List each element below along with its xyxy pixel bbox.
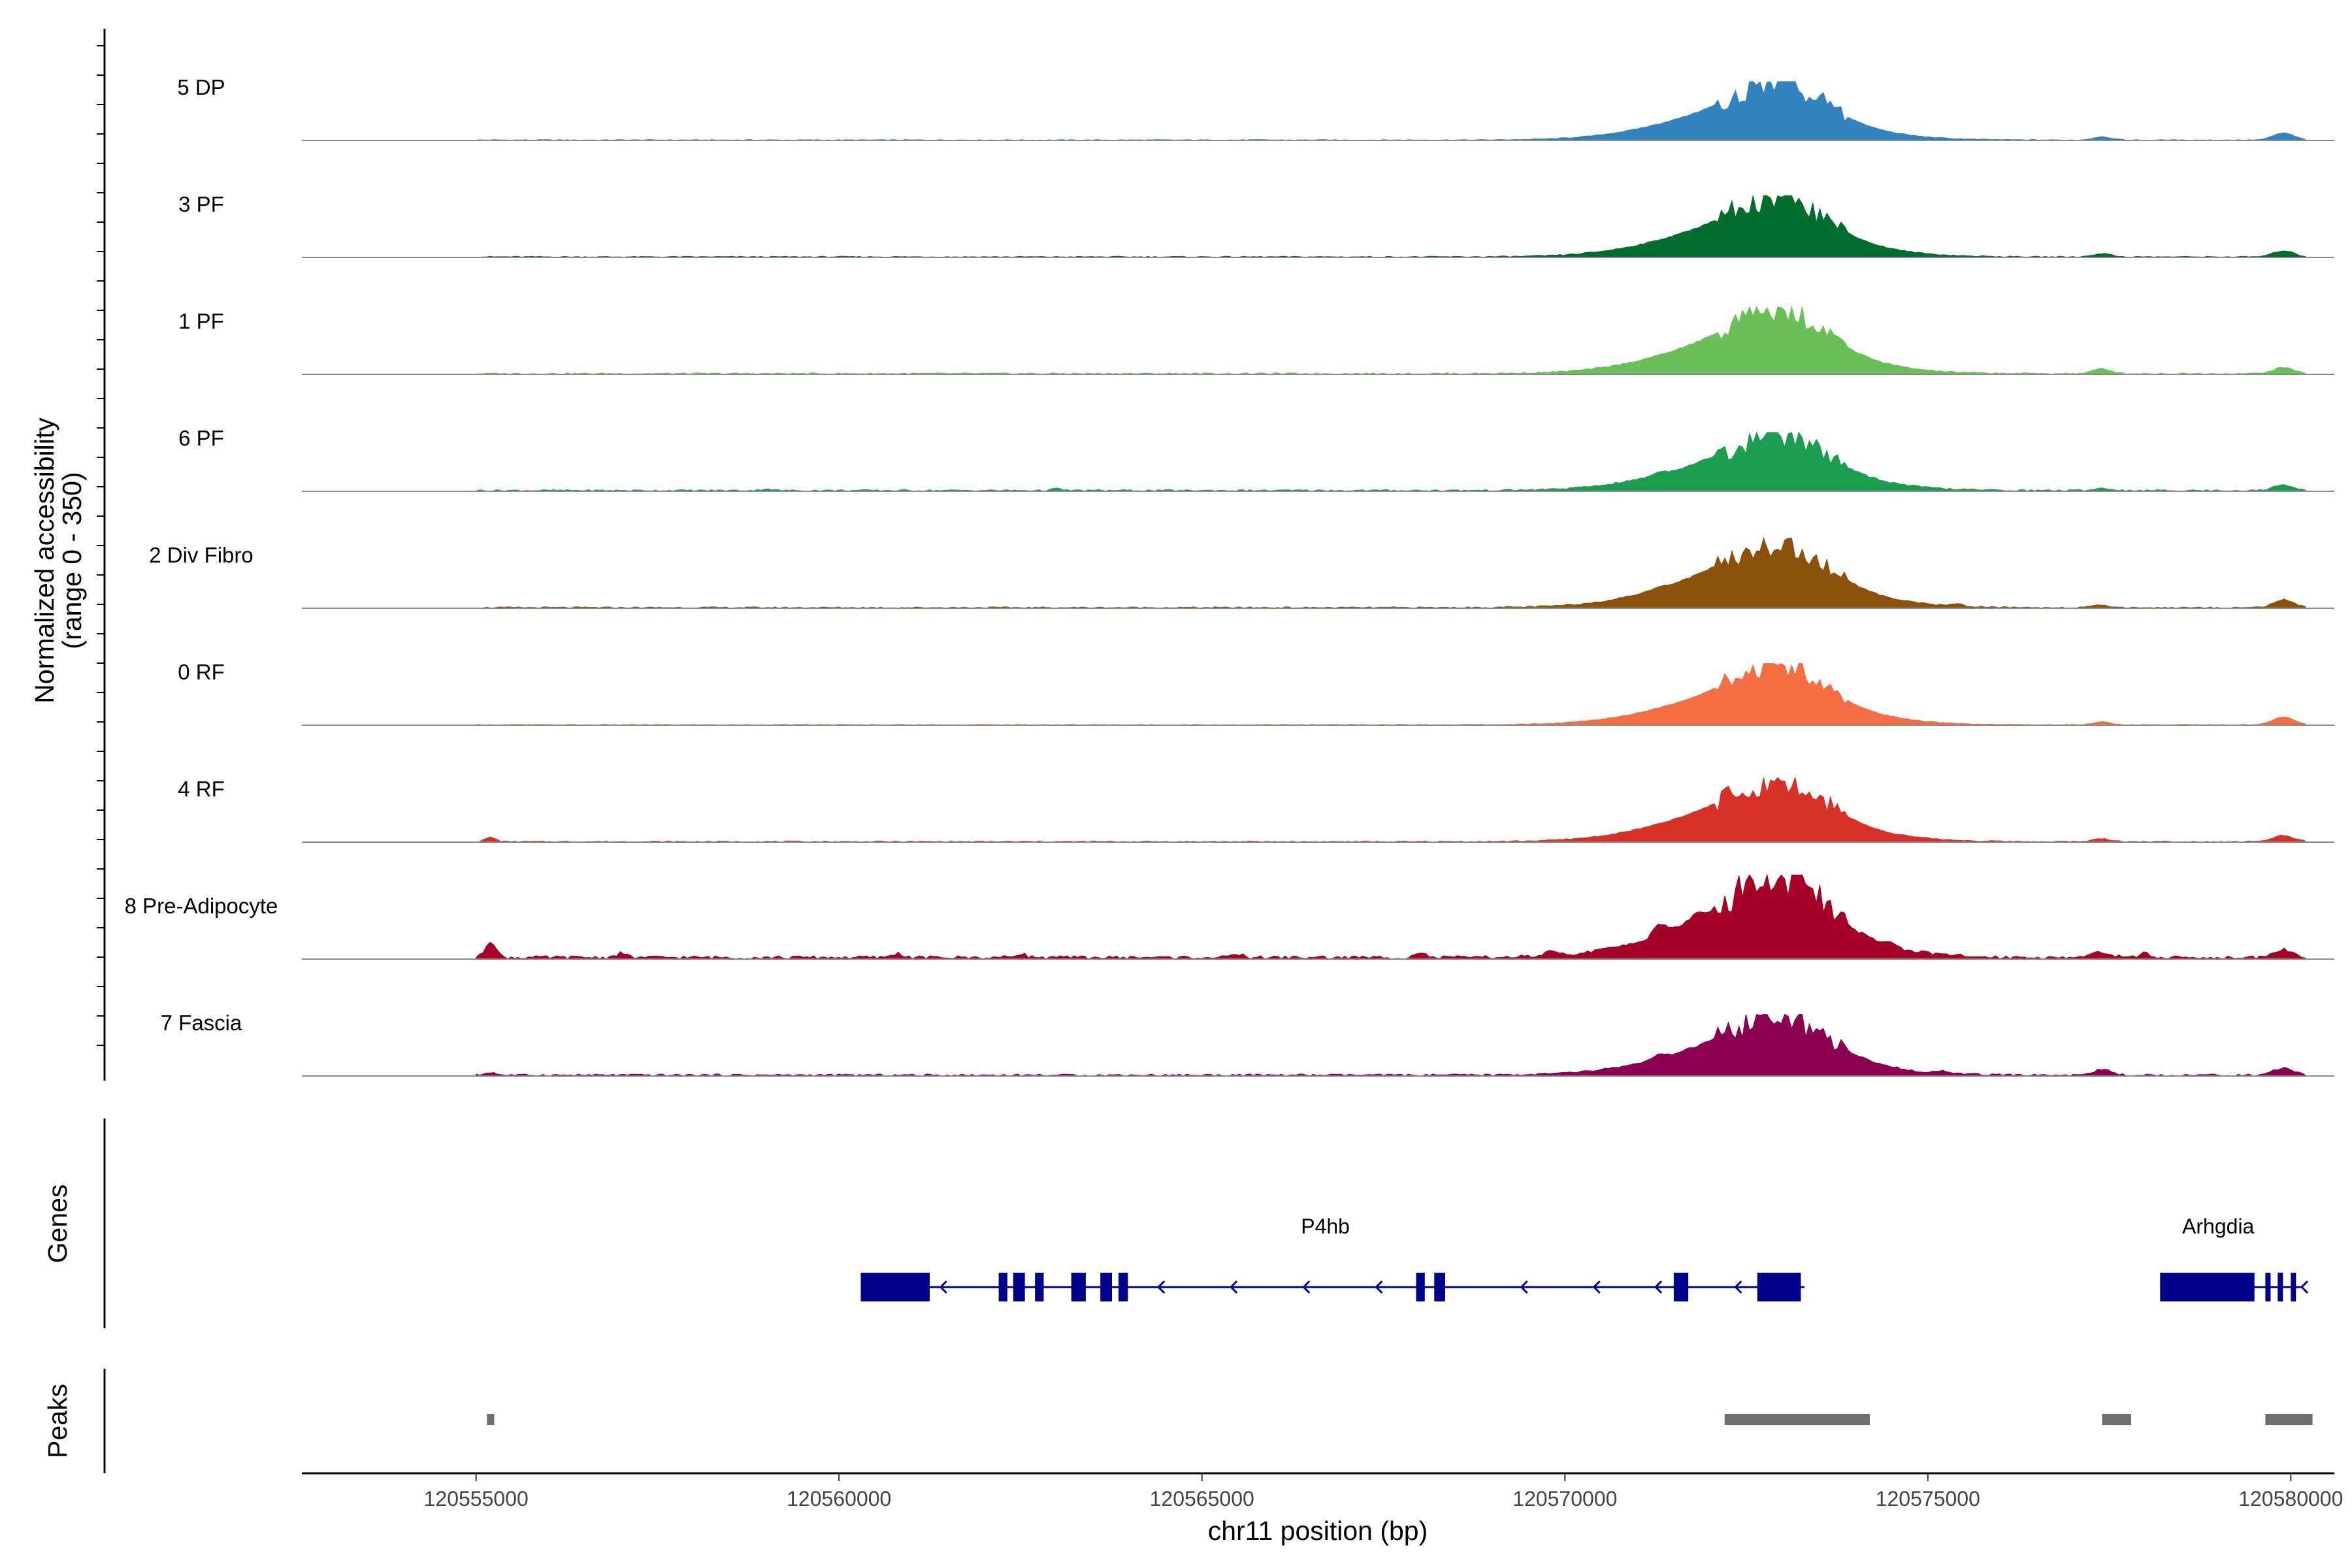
- coverage-area: [476, 536, 2306, 609]
- gene-name: Arhgdia: [2182, 1215, 2255, 1238]
- y-axis-title-line1: Normalized accessibility: [29, 417, 59, 704]
- gene-exon: [1119, 1273, 1128, 1301]
- x-tick-label: 120580000: [2238, 1487, 2343, 1511]
- gene-exon: [1035, 1273, 1044, 1301]
- track-label: 2 Div Fibro: [149, 543, 253, 567]
- x-tick-label: 120555000: [424, 1487, 529, 1511]
- strand-arrow: [1734, 1280, 1742, 1294]
- peaks-track: Peaks: [42, 1369, 2313, 1473]
- coverage-area: [476, 305, 2306, 375]
- strand-arrow: [1592, 1280, 1601, 1294]
- x-axis: 120555000 120560000 120565000 120570000 1205…: [302, 1472, 2343, 1546]
- gene-exon: [2291, 1273, 2296, 1301]
- strand-arrow: [1520, 1280, 1528, 1294]
- peak: [2265, 1414, 2313, 1425]
- genes-track: Genes P4hb Arhgdia: [42, 1119, 2309, 1328]
- x-tick-label: 120565000: [1150, 1487, 1254, 1511]
- gene-name: P4hb: [1301, 1215, 1350, 1238]
- coverage-track: 8 Pre-Adipocyte: [125, 874, 2334, 960]
- coverage-area: [476, 431, 2306, 492]
- y-axis-title-line2: (range 0 - 350): [57, 472, 87, 649]
- track-label: 5 DP: [177, 75, 225, 99]
- gene-exon: [1013, 1273, 1025, 1301]
- strand-arrow: [1654, 1280, 1663, 1294]
- gene: P4hb: [860, 1215, 1805, 1301]
- track-label: 6 PF: [178, 426, 224, 450]
- coverage-track: 6 PF: [178, 426, 2334, 492]
- track-label: 8 Pre-Adipocyte: [125, 894, 278, 918]
- gene-exon: [2160, 1273, 2255, 1301]
- gene-exon: [1416, 1273, 1425, 1301]
- x-tick-label: 120560000: [787, 1487, 891, 1511]
- coverage-track: 2 Div Fibro: [149, 536, 2334, 609]
- coverage-area: [476, 1013, 2306, 1077]
- x-tick-label: 120570000: [1512, 1487, 1617, 1511]
- coverage-track: 4 RF: [178, 776, 2334, 843]
- coverage-track: 5 DP: [177, 75, 2334, 141]
- strand-arrow: [1156, 1280, 1166, 1294]
- strand-arrow: [1375, 1280, 1383, 1294]
- strand-arrow: [1230, 1280, 1238, 1294]
- x-tick-label: 120575000: [1876, 1487, 1980, 1511]
- y-axis: Normalized accessibility (range 0 - 350): [29, 29, 106, 1081]
- x-axis-title: chr11 position (bp): [1208, 1516, 1428, 1546]
- gene-exon: [1071, 1273, 1086, 1301]
- gene-exon: [998, 1273, 1007, 1301]
- coverage-area: [476, 81, 2306, 141]
- strand-arrow: [939, 1280, 947, 1294]
- coverage-track: 1 PF: [178, 305, 2334, 375]
- gene-exon: [1100, 1273, 1112, 1301]
- gene-exon: [2278, 1273, 2283, 1301]
- coverage-area: [476, 663, 2306, 726]
- coverage-tracks: 5 DP 3 PF 1 PF 6 PF 2 Div Fibro 0 RF 4 RF 8 Pre…: [125, 75, 2334, 1077]
- peak: [2102, 1414, 2131, 1425]
- peaks-track-label: Peaks: [42, 1384, 73, 1458]
- track-label: 3 PF: [178, 192, 224, 216]
- strand-arrow: [1302, 1280, 1311, 1294]
- peak: [487, 1414, 495, 1425]
- gene-exon: [1673, 1273, 1689, 1301]
- gene: Arhgdia: [2160, 1215, 2309, 1301]
- coverage-track: 3 PF: [178, 192, 2334, 258]
- coverage-area: [476, 195, 2306, 258]
- track-label: 7 Fascia: [161, 1011, 242, 1035]
- coverage-area: [476, 874, 2306, 960]
- gene-exon: [1757, 1273, 1801, 1301]
- peak: [1724, 1414, 1870, 1425]
- coverage-track: 0 RF: [178, 660, 2334, 726]
- coverage-area: [476, 776, 2306, 843]
- gene-exon: [860, 1273, 930, 1301]
- genes-track-label: Genes: [42, 1184, 73, 1264]
- track-label: 4 RF: [178, 777, 225, 801]
- coverage-track: 7 Fascia: [161, 1011, 2334, 1077]
- strand-arrow: [2300, 1280, 2309, 1294]
- track-label: 0 RF: [178, 660, 225, 684]
- gene-exon: [2265, 1273, 2271, 1301]
- track-label: 1 PF: [178, 309, 224, 333]
- gene-exon: [1434, 1273, 1445, 1301]
